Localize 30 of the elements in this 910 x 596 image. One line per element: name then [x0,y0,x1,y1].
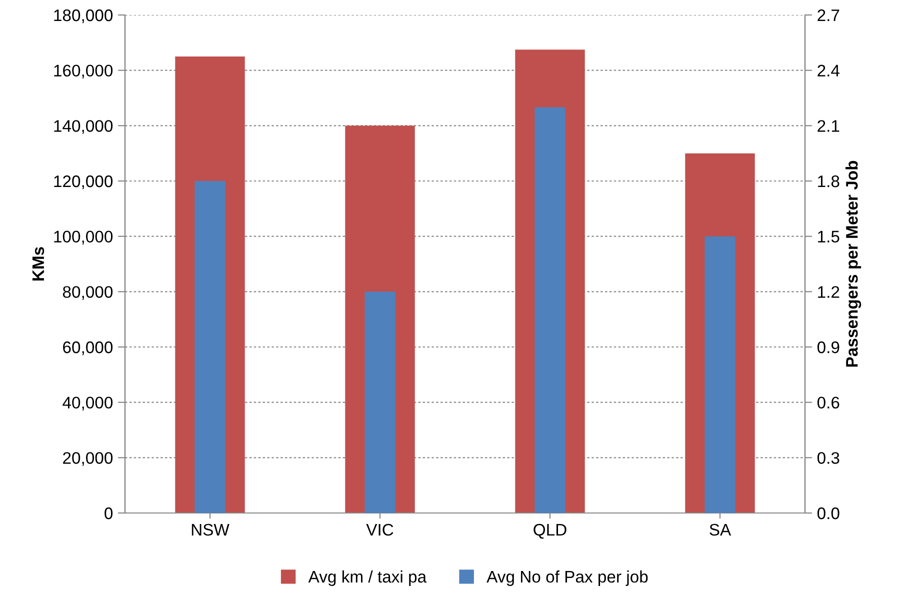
y2-tick-label: 0.9 [817,341,840,354]
legend-label: Avg km / taxi pa [308,570,427,586]
y-tick-label: 180,000 [54,9,113,24]
y2-axis-title: Passengers per Meter Job [846,160,862,367]
y2-tick-label: 2.1 [818,120,840,132]
y2-tick-label: 0.0 [817,507,840,520]
x-tick-label: NSW [192,524,230,536]
y-tick-label: 60,000 [63,341,113,356]
x-tick-label: VIC [366,524,394,536]
y2-tick-label: 1.2 [818,286,840,298]
x-tick-label: SA [710,524,732,536]
y-tick-label: 40,000 [62,396,113,411]
y-tick-label: 160,000 [54,64,113,79]
y-tick-label: 100,000 [54,230,113,245]
x-tick-label: QLD [534,524,566,539]
y2-tick-label: 1.5 [818,230,840,243]
y-tick-label: 80,000 [62,286,113,300]
y2-tick-label: 0.3 [817,452,840,464]
legend-label: Avg No of Pax per job [486,570,648,586]
y-axis-title: KMs [32,247,44,280]
y-tick-label: 0 [104,507,113,520]
y2-tick-label: 2.7 [818,9,840,22]
bar [364,292,396,513]
y-tick-label: 120,000 [54,175,113,190]
y2-tick-label: 2.4 [818,64,840,76]
bar [194,181,226,513]
y2-tick-label: 1.8 [818,175,840,188]
y-tick-label: 20,000 [63,452,113,466]
y2-tick-label: 0.6 [817,396,840,409]
y-tick-label: 140,000 [54,120,113,134]
